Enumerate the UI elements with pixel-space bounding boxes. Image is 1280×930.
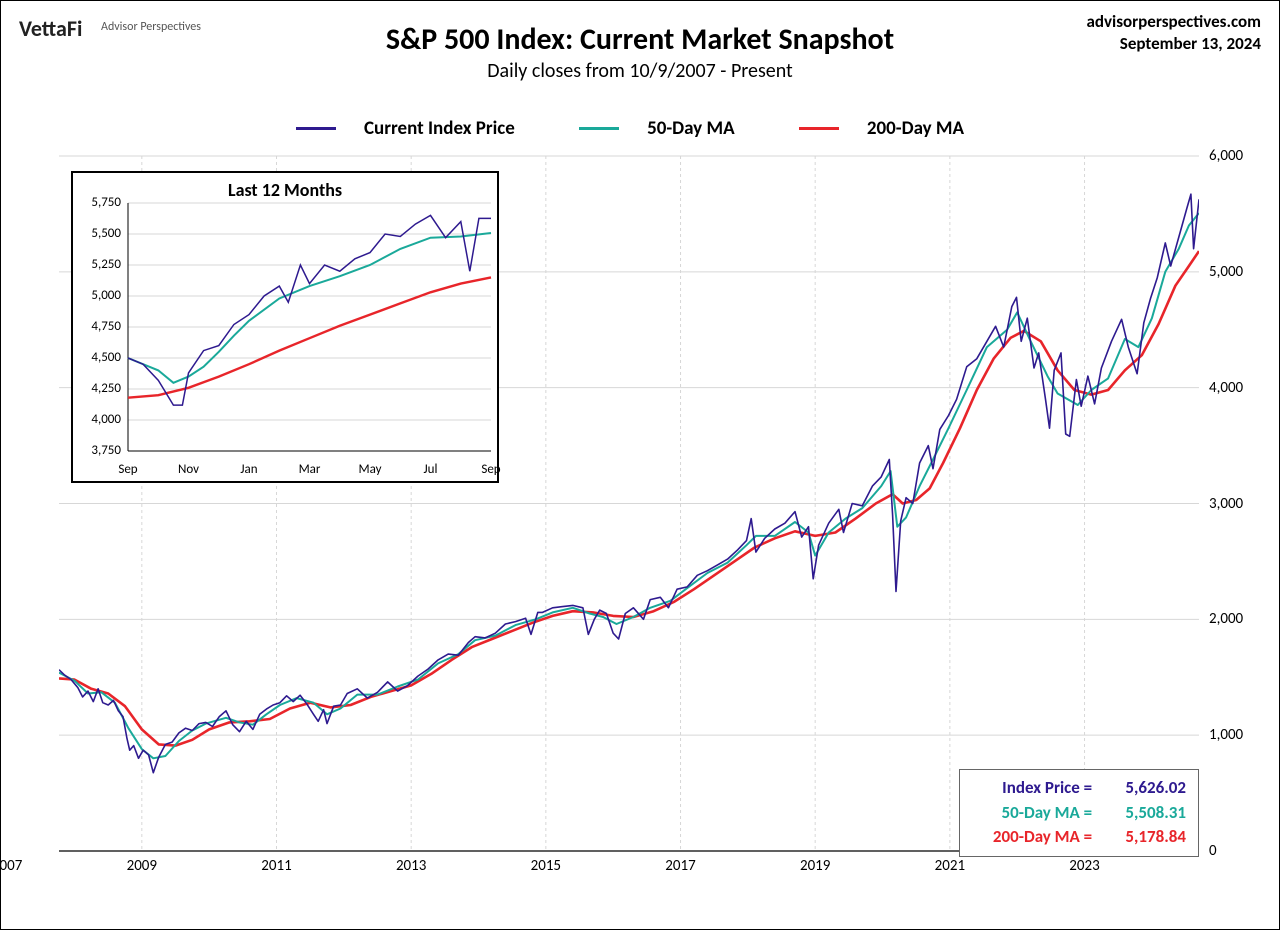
inset-y-tick-label: 5,750 [81, 195, 121, 210]
y-tick-label: 2,000 [1209, 610, 1243, 628]
x-tick-label: 2019 [800, 857, 830, 875]
legend-label-ma200: 200-Day MA [867, 117, 964, 140]
value-amount-price: 5,626.02 [1096, 776, 1186, 801]
x-tick-label: 2013 [396, 857, 426, 875]
chart-page: VettaFi Advisor Perspectives advisorpers… [0, 0, 1280, 930]
inset-y-tick-label: 4,500 [81, 350, 121, 365]
x-tick-label: 2011 [261, 857, 291, 875]
inset-x-tick-label: Sep [118, 462, 137, 477]
inset-x-tick-label: Jan [240, 462, 257, 477]
x-tick-label: 2023 [1069, 857, 1099, 875]
inset-y-tick-label: 5,000 [81, 288, 121, 303]
inset-chart: Last 12 Months 3,750 4,000 4,250 4,500 4,750… [71, 171, 499, 483]
y-tick-label: 5,000 [1209, 263, 1243, 281]
chart-title: S&P 500 Index: Current Market Snapshot [1, 21, 1279, 58]
inset-y-tick-label: 5,500 [81, 226, 121, 241]
chart-subtitle: Daily closes from 10/9/2007 - Present [1, 59, 1279, 83]
y-tick-label: 0 [1209, 842, 1217, 860]
value-label-ma200: 200-Day MA = [972, 825, 1092, 850]
value-box: Index Price = 5,626.02 50-Day MA = 5,508… [959, 769, 1199, 857]
inset-x-tick-label: Jul [424, 462, 438, 477]
x-tick-label: 2017 [665, 857, 695, 875]
x-tick-label: 2015 [531, 857, 561, 875]
inset-x-tick-label: May [359, 462, 382, 477]
x-tick-label: 2009 [127, 857, 157, 875]
inset-x-tick-label: Sep [481, 462, 500, 477]
legend: Current Index Price 50-Day MA 200-Day MA [1, 113, 1279, 140]
legend-item-ma50: 50-Day MA [579, 117, 755, 140]
value-row-ma200: 200-Day MA = 5,178.84 [972, 825, 1186, 850]
value-label-price: Index Price = [972, 776, 1092, 801]
value-amount-ma200: 5,178.84 [1096, 825, 1186, 850]
legend-item-price: Current Index Price [296, 117, 535, 140]
value-amount-ma50: 5,508.31 [1096, 801, 1186, 826]
inset-y-tick-label: 4,750 [81, 319, 121, 334]
inset-y-tick-label: 4,250 [81, 381, 121, 396]
value-row-price: Index Price = 5,626.02 [972, 776, 1186, 801]
inset-y-tick-label: 4,000 [81, 412, 121, 427]
inset-title: Last 12 Months [73, 179, 497, 201]
inset-x-tick-label: Nov [178, 462, 199, 477]
value-label-ma50: 50-Day MA = [972, 801, 1092, 826]
inset-chart-svg [73, 173, 497, 481]
y-tick-label: 4,000 [1209, 379, 1243, 397]
y-tick-label: 6,000 [1209, 147, 1243, 165]
y-tick-label: 3,000 [1209, 495, 1243, 513]
legend-item-ma200: 200-Day MA [799, 117, 984, 140]
inset-y-tick-label: 3,750 [81, 443, 121, 458]
inset-y-tick-label: 5,250 [81, 257, 121, 272]
legend-label-price: Current Index Price [364, 117, 515, 140]
x-tick-label: 2021 [935, 857, 965, 875]
legend-label-ma50: 50-Day MA [647, 117, 735, 140]
y-tick-label: 1,000 [1209, 726, 1243, 744]
value-row-ma50: 50-Day MA = 5,508.31 [972, 801, 1186, 826]
x-tick-label: 2007 [0, 857, 22, 875]
inset-x-tick-label: Mar [299, 462, 321, 477]
